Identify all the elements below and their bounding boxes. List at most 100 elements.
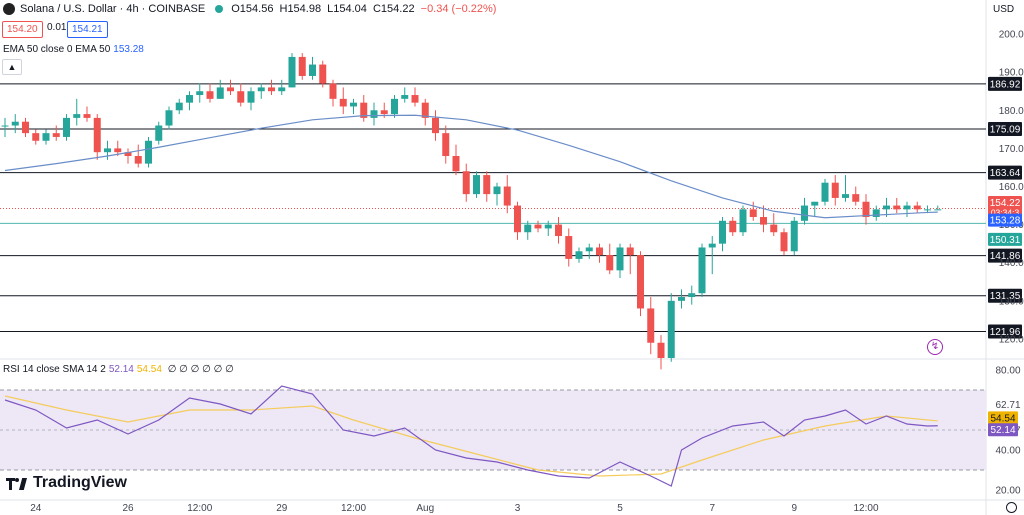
candle-body[interactable] [575, 251, 583, 259]
candle-body[interactable] [329, 83, 337, 99]
candle-body[interactable] [585, 247, 593, 252]
candle-body[interactable] [903, 205, 911, 210]
candle-body[interactable] [503, 186, 511, 206]
candle-body[interactable] [268, 87, 275, 92]
candle-body[interactable] [145, 140, 152, 164]
candle-body[interactable] [442, 133, 450, 157]
candle-body[interactable] [647, 308, 655, 343]
candle-body[interactable] [339, 98, 347, 107]
candle-body[interactable] [893, 205, 901, 210]
rsi-line[interactable] [4, 385, 938, 487]
candle-body[interactable] [780, 232, 788, 252]
candle-body[interactable] [596, 247, 603, 256]
ema-line[interactable] [4, 114, 938, 219]
candle-body[interactable] [811, 201, 819, 206]
candle-body[interactable] [913, 205, 921, 210]
candle-body[interactable] [616, 247, 624, 271]
candle-body[interactable] [719, 220, 726, 244]
candle-body[interactable] [11, 121, 19, 126]
candle-body[interactable] [770, 224, 778, 233]
candle-body[interactable] [278, 87, 286, 92]
candle-body[interactable] [237, 91, 245, 103]
candle-body[interactable] [196, 91, 204, 96]
candle-body[interactable] [934, 209, 942, 211]
candle-body[interactable] [637, 255, 644, 309]
candle-body[interactable] [104, 148, 111, 153]
candle-body[interactable] [350, 102, 357, 107]
candle-body[interactable] [186, 95, 193, 103]
candle-body[interactable] [667, 300, 675, 358]
candle-body[interactable] [626, 247, 634, 256]
candle-body[interactable] [165, 110, 173, 126]
candle-body[interactable] [42, 133, 50, 141]
candle-body[interactable] [524, 224, 532, 233]
candle-body[interactable] [739, 209, 747, 233]
candle-body[interactable] [360, 102, 368, 118]
ema-legend[interactable]: EMA 50 close 0 EMA 50 153.28 [3, 44, 144, 55]
candle-body[interactable] [883, 205, 890, 210]
candle-body[interactable] [831, 182, 839, 198]
candle-body[interactable] [842, 194, 849, 198]
candle-body[interactable] [565, 236, 573, 259]
candle-body[interactable] [862, 201, 870, 217]
candle-body[interactable] [206, 91, 214, 99]
candle-body[interactable] [83, 114, 91, 118]
candle-body[interactable] [473, 175, 480, 195]
candle-body[interactable] [134, 156, 142, 164]
candle-body[interactable] [688, 293, 696, 298]
candle-body[interactable] [380, 110, 388, 115]
rsi-legend[interactable]: RSI 14 close SMA 14 2 52.14 54.54 ∅ ∅ ∅ ∅ … [3, 364, 234, 375]
candle-body[interactable] [821, 182, 829, 202]
symbol-title[interactable]: Solana / U.S. Dollar · 4h · COINBASE [20, 3, 206, 15]
candle-body[interactable] [708, 243, 716, 248]
candle-body[interactable] [555, 224, 562, 237]
settings-icon[interactable] [1006, 502, 1017, 513]
candle-body[interactable] [483, 175, 491, 195]
tradingview-logo[interactable]: TradingView [6, 474, 127, 492]
candle-body[interactable] [319, 64, 327, 84]
candle-body[interactable] [391, 98, 398, 115]
candle-body[interactable] [493, 186, 501, 195]
candle-body[interactable] [421, 102, 429, 118]
candle-body[interactable] [288, 56, 296, 88]
candle-body[interactable] [175, 102, 183, 111]
candle-body[interactable] [401, 95, 409, 99]
candle-body[interactable] [309, 64, 316, 76]
collapse-legend-button[interactable]: ▲ [2, 59, 22, 75]
candle-body[interactable] [370, 110, 378, 118]
candle-body[interactable] [760, 216, 767, 225]
candle-body[interactable] [1, 125, 9, 127]
candle-body[interactable] [534, 224, 542, 229]
candle-body[interactable] [411, 95, 419, 103]
candle-body[interactable] [729, 220, 737, 233]
candle-body[interactable] [678, 297, 685, 301]
candle-body[interactable] [698, 247, 706, 294]
candle-body[interactable] [155, 125, 163, 141]
candle-body[interactable] [93, 117, 101, 153]
candle-body[interactable] [749, 209, 757, 217]
candle-body[interactable] [462, 171, 470, 195]
candle-body[interactable] [32, 133, 40, 141]
candle-body[interactable] [544, 224, 552, 229]
candle-body[interactable] [606, 255, 614, 271]
candle-body[interactable] [22, 121, 29, 134]
candle-body[interactable] [298, 56, 306, 76]
buy-button[interactable]: 154.21 [67, 21, 108, 38]
candle-body[interactable] [227, 87, 234, 92]
candle-body[interactable] [514, 205, 521, 233]
candle-body[interactable] [657, 342, 665, 358]
lightning-icon[interactable]: ↯ [927, 339, 943, 355]
candle-body[interactable] [257, 87, 265, 92]
candle-body[interactable] [247, 91, 255, 103]
candle-body[interactable] [216, 87, 224, 99]
candle-body[interactable] [114, 148, 122, 153]
candle-body[interactable] [801, 205, 808, 221]
sell-button[interactable]: 154.20 [2, 21, 43, 38]
candle-body[interactable] [452, 156, 460, 172]
candle-body[interactable] [52, 133, 60, 137]
candle-body[interactable] [432, 117, 439, 134]
candle-body[interactable] [124, 152, 132, 157]
candle-body[interactable] [790, 220, 798, 252]
candle-body[interactable] [73, 114, 81, 118]
